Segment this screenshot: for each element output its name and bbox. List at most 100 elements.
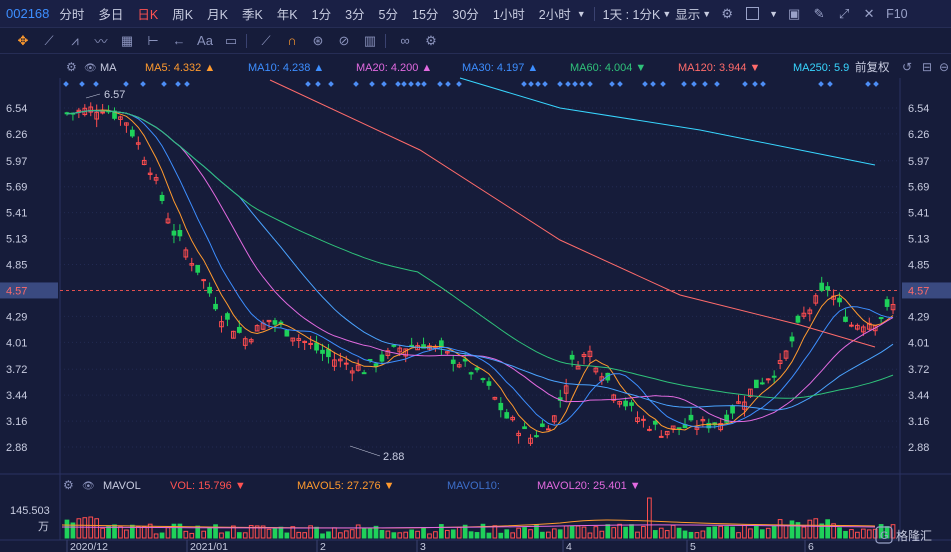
candle-body-123[interactable]	[795, 315, 801, 323]
range-icon[interactable]: ⊢	[147, 32, 159, 48]
event-marker-12[interactable]	[369, 81, 375, 87]
ma-legend-item-4[interactable]: MA60: 4.004 ▼	[570, 62, 646, 74]
candle-body-74[interactable]	[504, 412, 510, 419]
candle-body-79[interactable]	[534, 435, 539, 438]
candle-body-45[interactable]	[332, 359, 337, 367]
candle-body-41[interactable]	[308, 342, 313, 345]
candle-body-46[interactable]	[338, 358, 343, 362]
event-marker-39[interactable]	[714, 81, 720, 87]
period-tab-6[interactable]: 年K	[276, 8, 298, 22]
event-marker-25[interactable]	[542, 81, 548, 87]
event-marker-6[interactable]	[175, 81, 181, 87]
event-marker-26[interactable]	[557, 81, 563, 87]
f10-button[interactable]: F10	[886, 6, 908, 21]
period-tab-13[interactable]: 2小时	[538, 8, 571, 22]
period-tab-12[interactable]: 1小时	[492, 8, 525, 22]
event-marker-38[interactable]	[702, 81, 708, 87]
candle-body-119[interactable]	[771, 375, 777, 378]
candle-body-35[interactable]	[272, 320, 278, 325]
arrow-icon[interactable]: ←	[172, 33, 186, 48]
candle-body-131[interactable]	[843, 316, 848, 322]
stock-code[interactable]: 002168	[6, 6, 50, 21]
candle-body-52[interactable]	[373, 363, 379, 367]
candle-body-65[interactable]	[450, 359, 456, 364]
candle-body-72[interactable]	[492, 396, 498, 400]
candle-body-5[interactable]	[94, 111, 100, 120]
ma-legend-item-0[interactable]: MA5: 4.332 ▲	[145, 62, 215, 74]
event-marker-30[interactable]	[587, 81, 593, 87]
candle-body-127[interactable]	[819, 282, 825, 291]
candle-body-6[interactable]	[100, 111, 105, 114]
checkbox-chevron-icon[interactable]: ▼	[769, 8, 779, 19]
candle-body-102[interactable]	[670, 425, 676, 430]
candle-body-126[interactable]	[813, 295, 819, 304]
period-tab-10[interactable]: 15分	[412, 8, 439, 22]
candle-body-38[interactable]	[290, 337, 296, 342]
image-icon[interactable]: ▣	[787, 5, 801, 21]
event-marker-44[interactable]	[827, 81, 833, 87]
candle-body-82[interactable]	[551, 415, 557, 423]
kline-chart[interactable]: 6.54 6.54 6.26 6.26 5.97 5.97 5.69 5.69 5.41 5.41…	[0, 54, 951, 552]
candle-body-118[interactable]	[765, 378, 771, 381]
candle-body-112[interactable]	[730, 405, 735, 414]
candle-body-13[interactable]	[141, 159, 147, 166]
candle-body-32[interactable]	[254, 325, 260, 332]
candle-body-28[interactable]	[231, 330, 236, 339]
candle-body-11[interactable]	[130, 129, 135, 137]
event-marker-8[interactable]	[305, 81, 311, 87]
candle-body-14[interactable]	[147, 172, 153, 175]
candle-body-15[interactable]	[153, 177, 159, 181]
period-tab-0[interactable]: 分时	[59, 8, 85, 22]
hide-icon[interactable]: ⊘	[338, 32, 350, 48]
candle-body-12[interactable]	[135, 142, 141, 145]
candle-body-91[interactable]	[605, 372, 611, 381]
candle-body-19[interactable]	[177, 230, 183, 237]
ma-legend-item-6[interactable]: MA250: 5.9	[793, 62, 849, 74]
candle-body-23[interactable]	[201, 279, 206, 282]
wave-icon[interactable]: 〰	[94, 34, 108, 49]
event-marker-14[interactable]	[395, 81, 401, 87]
candle-body-37[interactable]	[284, 329, 290, 337]
candle-body-53[interactable]	[379, 354, 385, 362]
candle-body-105[interactable]	[688, 414, 694, 421]
text-tool-icon[interactable]: Aa	[197, 33, 213, 48]
display-chevron-icon[interactable]: ▼	[702, 8, 712, 19]
period-tab-11[interactable]: 30分	[452, 8, 479, 22]
candle-body-78[interactable]	[528, 437, 533, 444]
event-marker-22[interactable]	[521, 81, 527, 87]
period-more-chevron-icon[interactable]: ▼	[576, 8, 586, 19]
event-marker-23[interactable]	[528, 81, 534, 87]
candle-body-76[interactable]	[516, 432, 521, 437]
link-icon[interactable]: ∞	[400, 33, 410, 48]
event-marker-2[interactable]	[93, 81, 99, 87]
candle-body-85[interactable]	[569, 354, 575, 360]
event-marker-28[interactable]	[572, 81, 578, 87]
candle-body-22[interactable]	[195, 264, 201, 273]
candle-body-70[interactable]	[480, 378, 486, 381]
candle-body-133[interactable]	[855, 324, 860, 330]
event-marker-41[interactable]	[752, 81, 758, 87]
period-tab-9[interactable]: 5分	[378, 8, 398, 22]
note-icon[interactable]: ▭	[224, 32, 238, 48]
candle-body-10[interactable]	[124, 122, 129, 126]
candle-body-86[interactable]	[575, 365, 581, 370]
gear-icon[interactable]: ⚙	[425, 32, 437, 48]
event-marker-32[interactable]	[617, 81, 623, 87]
candle-body-93[interactable]	[617, 401, 622, 405]
candle-body-8[interactable]	[112, 110, 117, 119]
event-marker-37[interactable]	[691, 81, 697, 87]
close-icon[interactable]: ✕	[863, 5, 875, 21]
candle-body-75[interactable]	[510, 416, 516, 421]
ma-legend-item-3[interactable]: MA30: 4.197 ▲	[462, 62, 538, 74]
event-marker-35[interactable]	[660, 81, 666, 87]
event-marker-15[interactable]	[401, 81, 407, 87]
event-marker-20[interactable]	[445, 81, 451, 87]
event-marker-29[interactable]	[579, 81, 585, 87]
candle-body-50[interactable]	[361, 372, 367, 375]
event-marker-3[interactable]	[123, 81, 129, 87]
event-marker-1[interactable]	[79, 81, 85, 87]
candle-body-101[interactable]	[664, 430, 670, 436]
candle-body-116[interactable]	[754, 379, 759, 389]
candle-body-138[interactable]	[884, 299, 890, 307]
candle-body-51[interactable]	[367, 358, 373, 361]
